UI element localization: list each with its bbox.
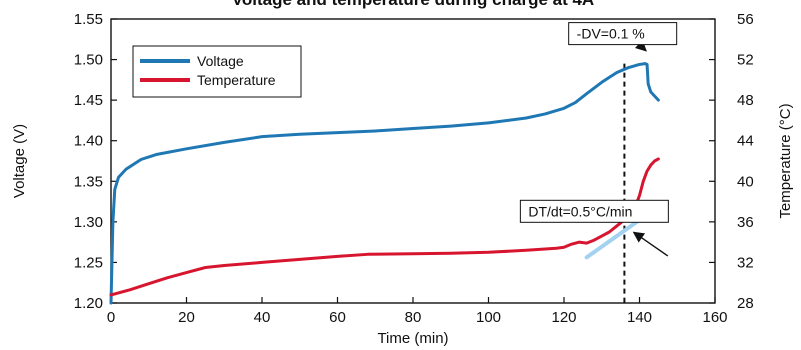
y-left-tick-label: 1.20 — [74, 295, 103, 312]
y-left-axis-label: Voltage (V) — [11, 124, 28, 198]
x-tick-label: 40 — [254, 309, 271, 326]
dv-annotation-label: -DV=0.1 % — [577, 26, 645, 42]
y-right-tick-label: 56 — [737, 11, 754, 28]
dt-annotation-box — [519, 199, 669, 223]
y-left-tick-label: 1.35 — [74, 173, 103, 190]
x-tick-label: 60 — [329, 309, 346, 326]
x-tick-label: 100 — [476, 309, 501, 326]
series-line-temperature — [109, 157, 660, 297]
y-right-tick-label: 32 — [737, 254, 754, 271]
dv-annotation-box — [568, 22, 678, 46]
x-tick-label: 160 — [702, 309, 727, 326]
y-left-tick-label: 1.25 — [74, 254, 103, 271]
y-right-tick-label: 28 — [737, 295, 754, 312]
y-right-tick-label: 52 — [737, 52, 754, 69]
dt-annotation-arrow — [632, 231, 669, 257]
y-right-axis-ticks: 28 32 36 40 44 48 52 56 — [709, 11, 754, 312]
y-right-axis-label: Temperature (°C) — [777, 103, 794, 218]
x-axis-ticks: 0 20 40 60 80 100 120 140 160 — [107, 297, 728, 326]
y-left-tick-label: 1.55 — [74, 11, 103, 28]
y-left-tick-label: 1.45 — [74, 92, 103, 109]
y-left-tick-label: 1.40 — [74, 133, 103, 150]
x-tick-label: 20 — [178, 309, 195, 326]
x-tick-label: 120 — [551, 309, 576, 326]
legend-box — [132, 45, 302, 98]
legend: Voltage Temperature — [132, 45, 302, 98]
y-left-tick-label: 1.50 — [74, 52, 103, 69]
y-right-tick-label: 44 — [737, 133, 754, 150]
legend-label-voltage: Voltage — [197, 53, 244, 69]
y-right-tick-label: 40 — [737, 173, 754, 190]
dt-annotation-label: DT/dt=0.5°C/min — [528, 203, 632, 219]
series-line-voltage — [109, 62, 660, 305]
y-left-tick-label: 1.30 — [74, 214, 103, 231]
annotations — [632, 38, 669, 257]
x-axis-label: Time (min) — [377, 330, 448, 347]
legend-label-temperature: Temperature — [197, 72, 276, 88]
series-group — [109, 62, 661, 305]
y-right-tick-label: 48 — [737, 92, 754, 109]
x-tick-label: 0 — [107, 309, 115, 326]
y-right-tick-label: 36 — [737, 214, 754, 231]
x-tick-label: 80 — [405, 309, 422, 326]
y-left-axis-ticks: 1.20 1.25 1.30 1.35 1.40 1.45 1.50 1.55 — [74, 11, 117, 312]
x-tick-label: 140 — [627, 309, 652, 326]
chart-title: Voltage and temperature during charge at… — [232, 0, 594, 9]
